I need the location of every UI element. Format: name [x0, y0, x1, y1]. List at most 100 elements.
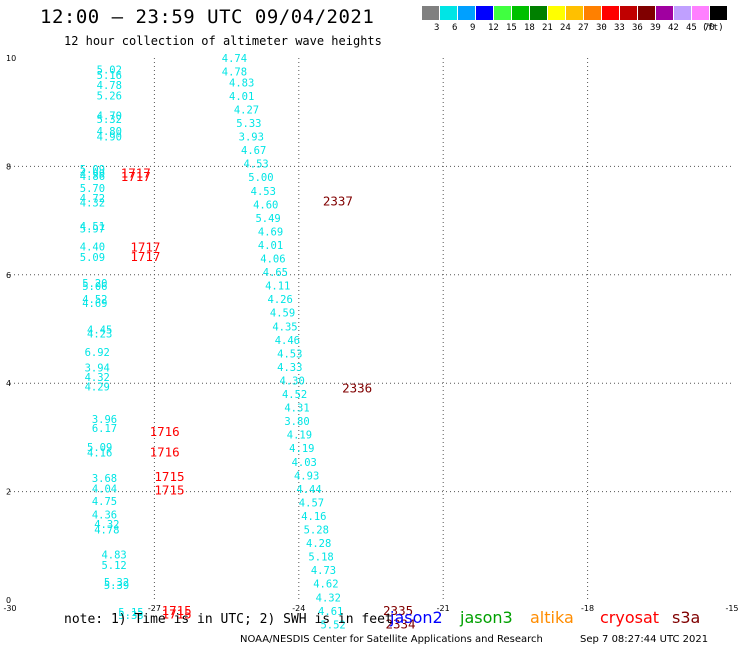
swh-label: 4.35 — [272, 321, 297, 333]
swh-label: 4.03 — [292, 457, 317, 469]
swh-label: 4.36 — [92, 509, 117, 521]
swh-label: 5.15 — [118, 607, 143, 619]
y-tick-label: 0 — [6, 596, 11, 605]
pass-time-label: 2335 — [383, 603, 413, 618]
swh-label: 5.97 — [80, 224, 105, 236]
legend-label: 39 — [650, 23, 661, 33]
swh-label: 4.40 — [80, 242, 105, 254]
swh-label: 4.29 — [85, 381, 110, 393]
pass-time-label: 1717 — [121, 165, 151, 180]
legend-label: 6 — [452, 23, 458, 33]
legend-label: 12 — [488, 23, 499, 33]
x-tick-label: -15 — [725, 604, 738, 613]
legend-label: 27 — [578, 23, 589, 33]
x-tick-label: -27 — [148, 604, 161, 613]
swh-label: 4.53 — [277, 348, 302, 360]
swh-label: 4.67 — [241, 145, 266, 157]
swh-label: 4.93 — [294, 470, 319, 482]
x-tick-label: -30 — [3, 604, 16, 613]
swh-label: 4.83 — [101, 549, 126, 561]
swh-label: 4.75 — [92, 496, 117, 508]
swh-label: 4.19 — [287, 430, 312, 442]
legend-swatch — [656, 6, 673, 20]
legend-label: 30 — [596, 23, 607, 33]
swh-label: 4.53 — [251, 186, 276, 198]
legend-swatch — [710, 6, 727, 20]
legend-label: 70 — [704, 23, 715, 33]
legend-label: 24 — [560, 23, 571, 33]
mission-altika: altika — [530, 608, 574, 627]
swh-label: 4.01 — [229, 91, 254, 103]
swh-label: 5.26 — [97, 90, 122, 102]
swh-label: 4.69 — [82, 298, 107, 310]
swh-label: 4.70 — [97, 110, 122, 122]
swh-label: 4.99 — [80, 168, 105, 180]
swh-label: 5.06 — [82, 281, 107, 293]
legend-label: 3 — [434, 23, 440, 33]
swh-label: 4.31 — [284, 403, 309, 415]
swh-label: 4.78 — [94, 525, 119, 537]
swh-label: 4.32 — [316, 592, 341, 604]
swh-label: 4.28 — [306, 538, 331, 550]
legend-swatch — [566, 6, 583, 20]
pass-time-label: 1716 — [150, 445, 180, 460]
swh-label: 5.70 — [80, 183, 105, 195]
pass-time-label: 1717 — [130, 249, 160, 264]
swh-label: 4.60 — [253, 199, 278, 211]
swh-label: 4.16 — [87, 448, 112, 460]
mission-s3a: s3a — [672, 608, 701, 627]
legend-swatch — [548, 6, 565, 20]
chart-title: 12:00 – 23:59 UTC 09/04/2021 — [40, 6, 375, 28]
pass-time-label: 1715 — [154, 469, 184, 484]
swh-label: 5.12 — [101, 560, 126, 572]
swh-label: 4.61 — [318, 606, 343, 618]
credit-line: NOAA/NESDIS Center for Satellite Applica… — [240, 634, 543, 645]
pass-time-label: 2337 — [323, 194, 353, 209]
y-tick-label: 2 — [6, 488, 11, 497]
swh-label: 4.59 — [270, 308, 295, 320]
swh-label: 4.52 — [282, 389, 307, 401]
pass-time-label: 1717 — [121, 169, 151, 184]
legend-unit: (ft) — [702, 23, 724, 33]
pass-time-label: 1715 — [162, 607, 192, 622]
swh-label: 4.30 — [280, 375, 305, 387]
legend-label: 45 — [686, 23, 697, 33]
swh-label: 4.04 — [92, 483, 117, 495]
legend-swatch — [440, 6, 457, 20]
mission-jason3: jason3 — [460, 608, 513, 627]
legend-label: 33 — [614, 23, 625, 33]
legend-swatch — [458, 6, 475, 20]
pass-time-label: 1717 — [130, 240, 160, 255]
swh-label: 4.33 — [277, 362, 302, 374]
swh-label: 4.73 — [311, 565, 336, 577]
legend-swatch — [602, 6, 619, 20]
legend-label: 21 — [542, 23, 553, 33]
y-tick-label: 4 — [6, 379, 11, 388]
swh-label: 3.93 — [239, 132, 264, 144]
swh-label: 4.45 — [87, 325, 112, 337]
legend-swatch — [584, 6, 601, 20]
legend-label: 15 — [506, 23, 517, 33]
generated-timestamp: Sep 7 08:27:44 UTC 2021 — [580, 634, 709, 645]
swh-label: 5.16 — [97, 70, 122, 82]
swh-label: 5.02 — [97, 64, 122, 76]
swh-label: 5.52 — [320, 619, 345, 631]
legend-swatch — [494, 6, 511, 20]
swh-label: 6.92 — [85, 347, 110, 359]
y-tick-label: 8 — [6, 162, 11, 171]
swh-label: 4.80 — [97, 126, 122, 138]
swh-label: 4.32 — [85, 372, 110, 384]
x-tick-label: -21 — [437, 604, 450, 613]
swh-label: 4.06 — [260, 254, 285, 266]
legend-swatch — [422, 6, 439, 20]
swh-label: 5.39 — [104, 580, 129, 592]
swh-label: 4.44 — [296, 484, 321, 496]
mission-jason2: jason2 — [390, 608, 443, 627]
pass-time-label: 1716 — [150, 424, 180, 439]
legend-label: 36 — [632, 23, 643, 33]
legend-label: 18 — [524, 23, 535, 33]
swh-label: 5.32 — [97, 114, 122, 126]
swh-label: 3.68 — [92, 473, 117, 485]
swh-label: 4.78 — [97, 80, 122, 92]
